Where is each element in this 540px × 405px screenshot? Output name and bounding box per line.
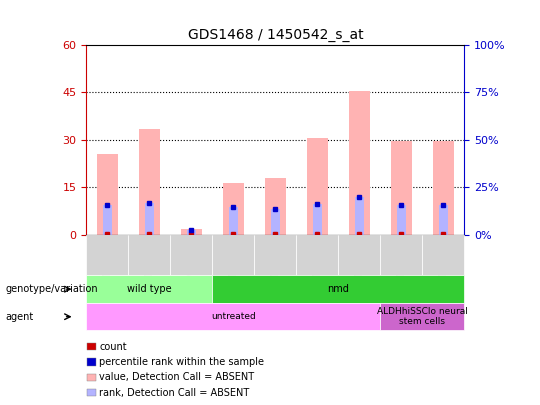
- Text: nmd: nmd: [327, 284, 349, 294]
- Bar: [307, 138, 328, 235]
- Bar: [223, 183, 244, 235]
- Bar: [265, 178, 286, 235]
- Bar: [271, 209, 280, 235]
- Text: wild type: wild type: [127, 284, 172, 294]
- Bar: [187, 230, 195, 235]
- Text: untreated: untreated: [211, 312, 256, 321]
- Text: value, Detection Call = ABSENT: value, Detection Call = ABSENT: [99, 373, 254, 382]
- Bar: [313, 205, 322, 235]
- Bar: [229, 207, 238, 235]
- Bar: [355, 197, 363, 235]
- Bar: [145, 202, 153, 235]
- Bar: [349, 91, 370, 235]
- Text: ALDHhiSSClo neural
stem cells: ALDHhiSSClo neural stem cells: [377, 307, 468, 326]
- Bar: [139, 129, 160, 235]
- Bar: [391, 141, 412, 235]
- Bar: [439, 205, 448, 235]
- Text: genotype/variation: genotype/variation: [5, 284, 98, 294]
- Text: agent: agent: [5, 312, 33, 322]
- Bar: [433, 141, 454, 235]
- Text: count: count: [99, 342, 127, 352]
- Bar: [97, 154, 118, 235]
- Title: GDS1468 / 1450542_s_at: GDS1468 / 1450542_s_at: [187, 28, 363, 42]
- Bar: [103, 205, 112, 235]
- Bar: [397, 205, 406, 235]
- Bar: [181, 229, 202, 235]
- Text: percentile rank within the sample: percentile rank within the sample: [99, 357, 265, 367]
- Text: rank, Detection Call = ABSENT: rank, Detection Call = ABSENT: [99, 388, 249, 398]
